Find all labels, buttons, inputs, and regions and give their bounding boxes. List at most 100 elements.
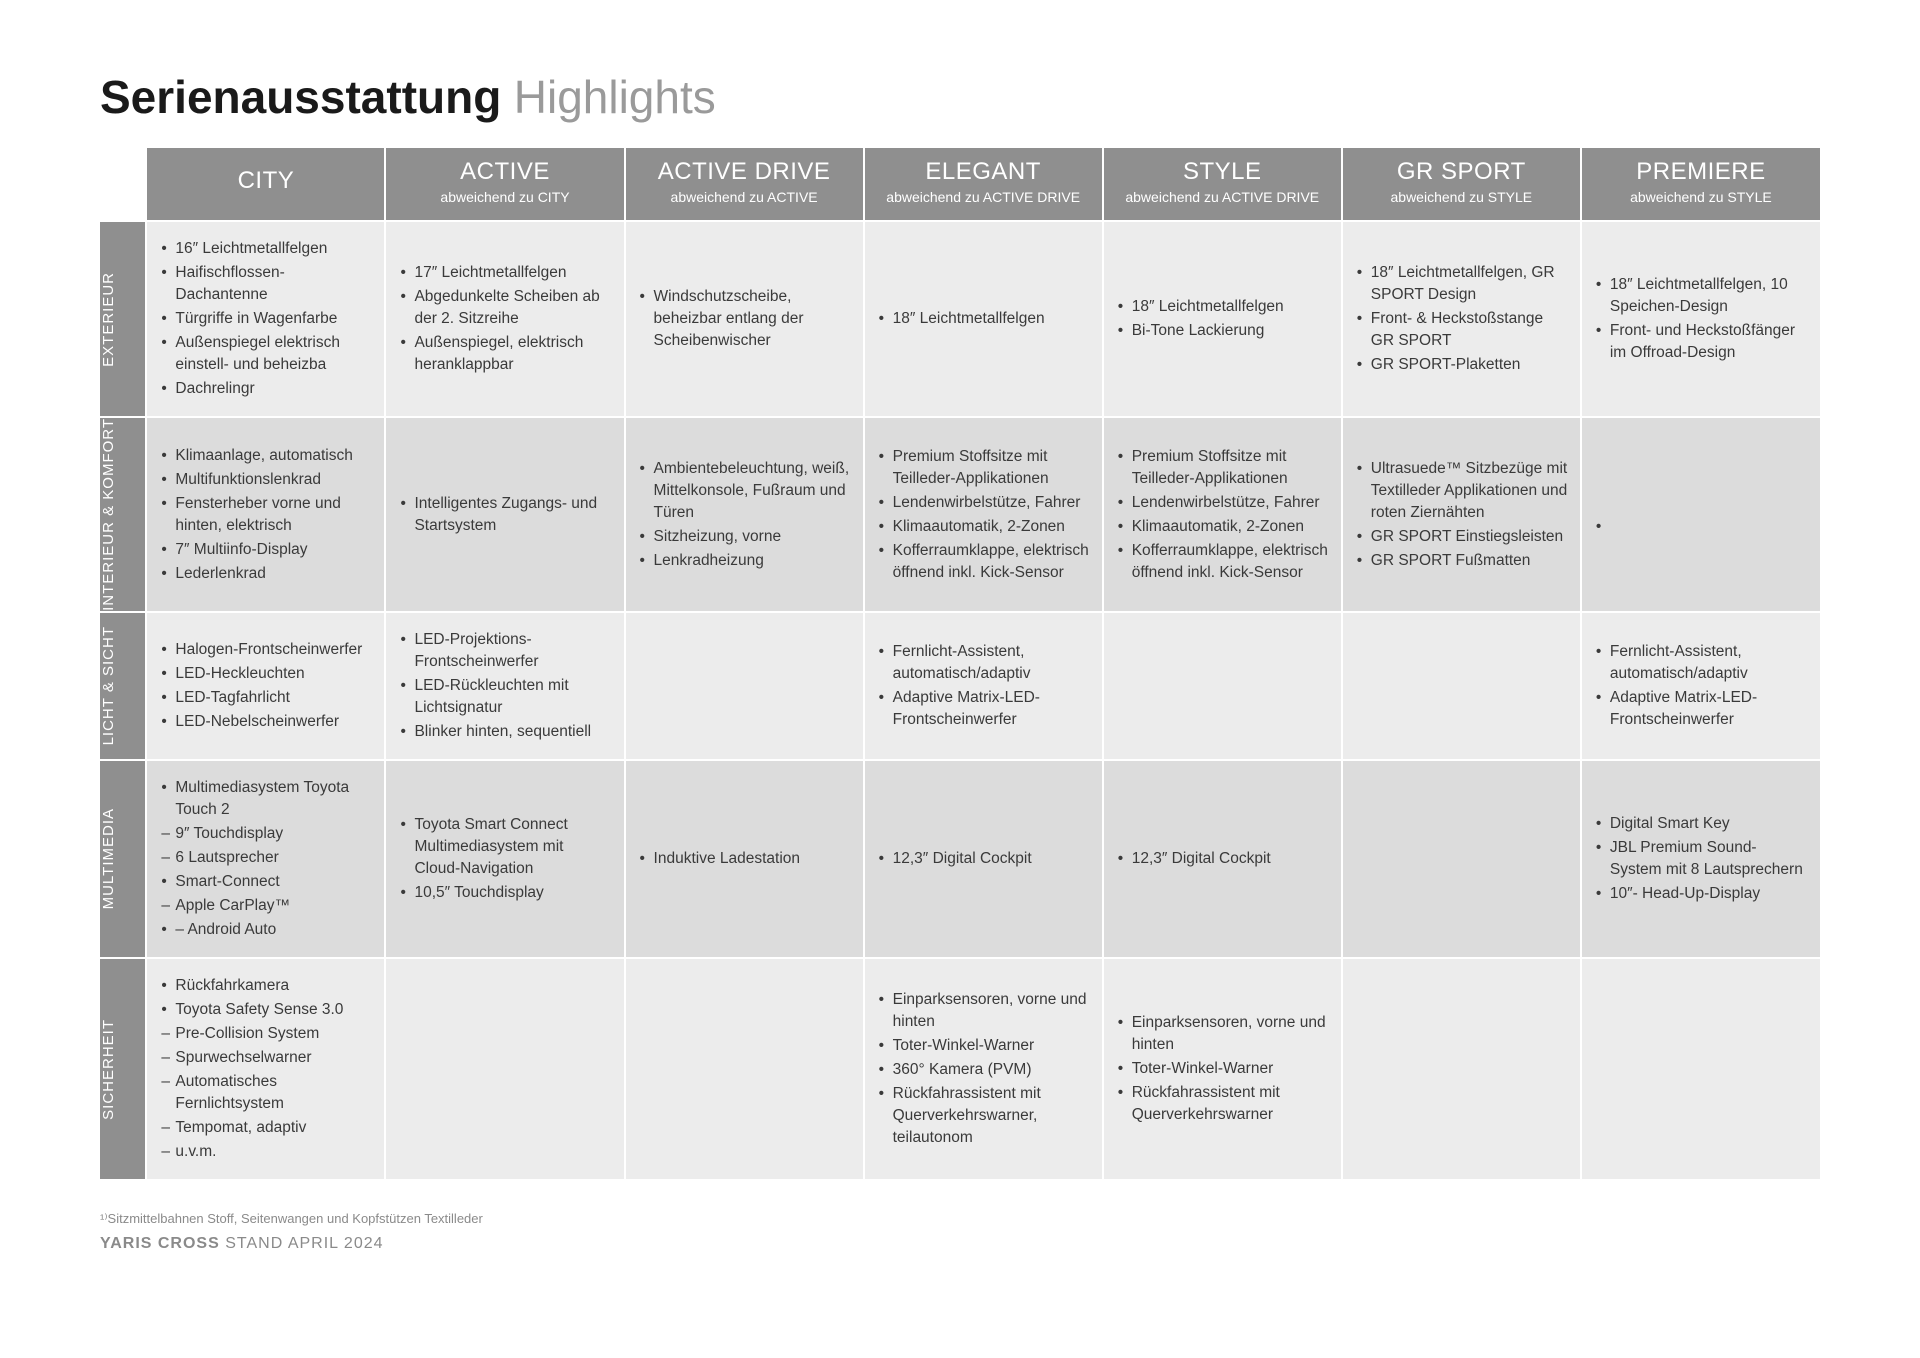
model-line: YARIS CROSS STAND APRIL 2024 — [100, 1230, 1820, 1259]
list-item: Einparksensoren, vorne und hinten — [1116, 1012, 1329, 1056]
list-item: Kofferraumklappe, elektrisch öffnend ink… — [877, 540, 1090, 584]
table-cell: Premium Stoffsitze mit Teilleder-Applika… — [864, 417, 1103, 612]
row-header-label: EXTERIEUR — [100, 272, 146, 367]
list-item: Klimaautomatik, 2-Zonen — [877, 516, 1090, 538]
column-header: STYLEabweichend zu ACTIVE DRIVE — [1103, 148, 1342, 221]
item-list: 18″ LeichtmetallfelgenBi-Tone Lackierung — [1116, 296, 1329, 342]
list-item: Haifischflossen-Dachantenne — [159, 262, 372, 306]
list-item: Pre-Collision System — [159, 1023, 372, 1045]
list-item: LED-Projektions-Frontscheinwerfer — [398, 629, 611, 673]
item-list: Premium Stoffsitze mit Teilleder-Applika… — [877, 446, 1090, 584]
table-cell: Windschutzscheibe, beheizbar entlang der… — [625, 221, 864, 417]
list-item: 6 Lautsprecher — [159, 847, 372, 869]
list-item: Ambientebeleuchtung, weiß, Mittelkonsole… — [638, 458, 851, 524]
list-item: Ultrasuede™ Sitzbezüge mit Textilleder A… — [1355, 458, 1568, 524]
row-header: INTERIEUR & KOMFORT — [100, 417, 146, 612]
item-list: 17″ LeichtmetallfelgenAbgedunkelte Schei… — [398, 262, 611, 376]
list-item: 9″ Touchdisplay — [159, 823, 372, 845]
item-list: Digital Smart KeyJBL Premium Sound-Syste… — [1594, 813, 1808, 905]
table-cell: 16″ LeichtmetallfelgenHaifischflossen-Da… — [146, 221, 385, 417]
table-cell: Einparksensoren, vorne und hintenToter-W… — [1103, 958, 1342, 1179]
list-item: 12,3″ Digital Cockpit — [877, 848, 1090, 870]
list-item: Kofferraumklappe, elektrisch öffnend ink… — [1116, 540, 1329, 584]
item-list: 18″ Leichtmetallfelgen, 10 Speichen-Desi… — [1594, 274, 1808, 364]
item-list: 12,3″ Digital Cockpit — [1116, 848, 1329, 870]
table-cell: 18″ Leichtmetallfelgen — [864, 221, 1103, 417]
item-list: Fernlicht-Assistent, automatisch/adaptiv… — [1594, 641, 1808, 731]
item-list: Einparksensoren, vorne und hintenToter-W… — [877, 989, 1090, 1149]
table-cell — [1103, 612, 1342, 760]
list-item: 7″ Multiinfo-Display — [159, 539, 372, 561]
table-cell: Ambientebeleuchtung, weiß, Mittelkonsole… — [625, 417, 864, 612]
item-list: Klimaanlage, automatischMultifunktionsle… — [159, 445, 372, 585]
footnote: ¹⁾Sitzmittelbahnen Stoff, Seitenwangen u… — [100, 1207, 1820, 1230]
list-item: Multifunktionslenkrad — [159, 469, 372, 491]
list-item: Apple CarPlay™ — [159, 895, 372, 917]
table-cell: 18″ LeichtmetallfelgenBi-Tone Lackierung — [1103, 221, 1342, 417]
column-header-sub: abweichend zu ACTIVE DRIVE — [871, 188, 1096, 206]
list-item: Fernlicht-Assistent, automatisch/adaptiv — [877, 641, 1090, 685]
list-item: Einparksensoren, vorne und hinten — [877, 989, 1090, 1033]
list-item: Induktive Ladestation — [638, 848, 851, 870]
row-header: EXTERIEUR — [100, 221, 146, 417]
table-column-headers: CITYACTIVEabweichend zu CITYACTIVE DRIVE… — [100, 148, 1820, 221]
model-rest: STAND APRIL 2024 — [220, 1235, 384, 1252]
item-list: RückfahrkameraToyota Safety Sense 3.0Pre… — [159, 975, 372, 1163]
list-item: JBL Premium Sound-System mit 8 Lautsprec… — [1594, 837, 1808, 881]
row-header-label: SICHERHEIT — [100, 1019, 146, 1120]
item-list: Einparksensoren, vorne und hintenToter-W… — [1116, 1012, 1329, 1126]
list-item: 10,5″ Touchdisplay — [398, 882, 611, 904]
table-cell: RückfahrkameraToyota Safety Sense 3.0Pre… — [146, 958, 385, 1179]
table-cell — [625, 612, 864, 760]
list-item: Lenkradheizung — [638, 550, 851, 572]
item-list: 18″ Leichtmetallfelgen, GR SPORT DesignF… — [1355, 262, 1568, 376]
table-cell: Induktive Ladestation — [625, 760, 864, 958]
list-item: Spurwechselwarner — [159, 1047, 372, 1069]
list-item: Blinker hinten, sequentiell — [398, 721, 611, 743]
list-item: Sitzheizung, vorne — [638, 526, 851, 548]
column-header: ACTIVEabweichend zu CITY — [385, 148, 624, 221]
list-item: Rückfahrassistent mit Querverkehrswarner… — [877, 1083, 1090, 1149]
column-header: PREMIEREabweichend zu STYLE — [1581, 148, 1820, 221]
list-item: Toter-Winkel-Warner — [1116, 1058, 1329, 1080]
list-item: Multimediasystem Toyota Touch 2 — [159, 777, 372, 821]
table-row: INTERIEUR & KOMFORT Klimaanlage, automati… — [100, 417, 1820, 612]
page-footer: ¹⁾Sitzmittelbahnen Stoff, Seitenwangen u… — [100, 1207, 1820, 1259]
list-item: GR SPORT Einstiegsleisten — [1355, 526, 1568, 548]
table-row: LICHT & SICHTHalogen-FrontscheinwerferLE… — [100, 612, 1820, 760]
list-item: Front- und Heckstoßfänger im Offroad-Des… — [1594, 320, 1808, 364]
list-item: 18″ Leichtmetallfelgen — [1116, 296, 1329, 318]
column-header: GR SPORTabweichend zu STYLE — [1342, 148, 1581, 221]
list-item: 17″ Leichtmetallfelgen — [398, 262, 611, 284]
list-item: Lendenwirbelstütze, Fahrer — [877, 492, 1090, 514]
table-cell: Toyota Smart Connect Multimediasystem mi… — [385, 760, 624, 958]
item-list: Windschutzscheibe, beheizbar entlang der… — [638, 286, 851, 352]
column-header-sub: abweichend zu CITY — [392, 188, 617, 206]
list-item: Tempomat, adaptiv — [159, 1117, 372, 1139]
item-list: Induktive Ladestation — [638, 848, 851, 870]
title-bold: Serienausstattung — [100, 71, 501, 123]
table-cell — [385, 958, 624, 1179]
table-cell: Ultrasuede™ Sitzbezüge mit Textilleder A… — [1342, 417, 1581, 612]
model-bold: YARIS CROSS — [100, 1235, 220, 1252]
table-body: EXTERIEUR 16″ LeichtmetallfelgenHaifischf… — [100, 221, 1820, 1179]
list-item: 10″- Head-Up-Display — [1594, 883, 1808, 905]
list-item: Fernlicht-Assistent, automatisch/adaptiv — [1594, 641, 1808, 685]
row-header-label: INTERIEUR & KOMFORT — [100, 418, 146, 611]
table-cell — [1342, 612, 1581, 760]
item-list: 16″ LeichtmetallfelgenHaifischflossen-Da… — [159, 238, 372, 400]
item-list: Ambientebeleuchtung, weiß, Mittelkonsole… — [638, 458, 851, 572]
corner-cell — [100, 148, 146, 221]
list-item: Außenspiegel elektrisch einstell- und be… — [159, 332, 372, 376]
column-header-sub: abweichend zu ACTIVE DRIVE — [1110, 188, 1335, 206]
list-item: Lendenwirbelstütze, Fahrer — [1116, 492, 1329, 514]
list-item: Toyota Smart Connect Multimediasystem mi… — [398, 814, 611, 880]
column-header-main: CITY — [153, 167, 378, 195]
table-cell: 18″ Leichtmetallfelgen, GR SPORT DesignF… — [1342, 221, 1581, 417]
list-item: GR SPORT-Plaketten — [1355, 354, 1568, 376]
list-item: Abgedunkelte Scheiben ab der 2. Sitzreih… — [398, 286, 611, 330]
table-cell: Halogen-FrontscheinwerferLED-Heckleuchte… — [146, 612, 385, 760]
list-item: Türgriffe in Wagenfarbe — [159, 308, 372, 330]
list-item: Außenspiegel, elektrisch heranklappbar — [398, 332, 611, 376]
list-item: LED-Heckleuchten — [159, 663, 372, 685]
